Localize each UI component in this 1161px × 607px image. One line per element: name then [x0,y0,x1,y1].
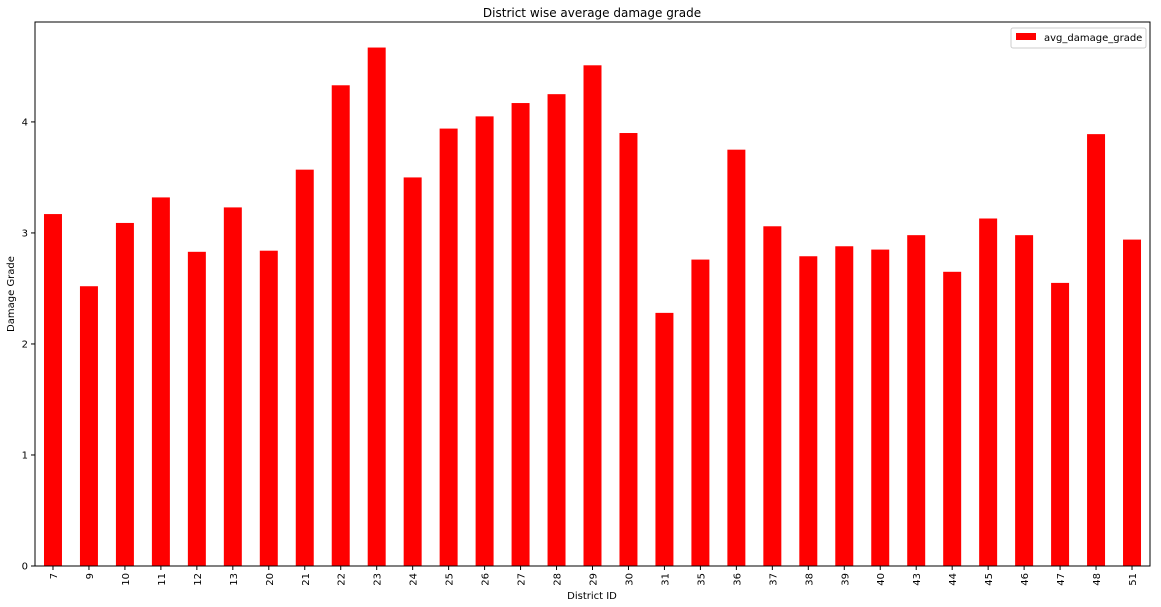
bar-38 [799,256,818,566]
x-axis-ticks: 7 9 10 11 12 13 20 21 22 23 24 25 26 27 28 29 30 31 35 36 37… [49,566,1139,586]
x-tick-label: 46 [1020,573,1031,586]
bar-7 [43,214,62,566]
legend-label: avg_damage_grade [1044,33,1142,44]
x-tick-label: 38 [804,573,815,586]
x-tick-label: 27 [517,573,528,586]
x-tick-label: 9 [85,573,96,579]
bar-46 [1015,235,1034,566]
bar-22 [331,85,350,567]
bar-25 [439,128,458,566]
x-tick-label: 51 [1128,573,1139,586]
y-tick-label: 2 [22,339,28,350]
bar-10 [115,222,134,566]
x-tick-label: 44 [948,573,959,586]
bar-30 [619,133,638,567]
bar-37 [763,226,782,566]
y-tick-label: 3 [22,228,28,239]
x-tick-label: 23 [373,573,384,586]
x-tick-label: 12 [193,573,204,586]
bar-20 [259,250,278,567]
bar-48 [1087,134,1106,566]
bar-43 [907,235,926,566]
y-axis-label: Damage Grade [6,256,17,332]
bar-24 [403,177,422,566]
x-tick-label: 10 [121,573,132,586]
bar-44 [943,271,962,566]
x-tick-label: 7 [49,573,60,579]
x-tick-label: 13 [229,573,240,586]
x-tick-label: 36 [732,573,743,586]
x-tick-label: 11 [157,573,168,586]
bar-12 [187,251,206,566]
x-tick-label: 43 [912,573,923,586]
bar-51 [1123,239,1142,566]
x-tick-label: 25 [445,573,456,586]
legend-box [1010,27,1147,49]
bar-21 [295,169,314,566]
x-tick-label: 35 [696,573,707,586]
x-tick-label: 22 [337,573,348,586]
x-tick-label: 47 [1056,573,1067,586]
x-tick-label: 39 [840,573,851,586]
bar-36 [727,149,746,566]
x-tick-label: 40 [876,573,887,586]
bar-11 [151,197,170,567]
y-tick-label: 1 [22,450,28,461]
chart-title: District wise average damage grade [483,6,701,20]
x-tick-label: 21 [301,573,312,586]
bar-26 [475,116,494,567]
x-tick-label: 45 [984,573,995,586]
bars-group [43,47,1142,567]
x-tick-label: 48 [1092,573,1103,586]
y-axis-ticks: 0 1 2 3 4 [22,117,35,573]
bar-40 [871,249,890,566]
bar-23 [367,47,386,567]
x-tick-label: 30 [624,573,635,586]
legend-swatch [1016,33,1036,40]
bar-39 [835,246,854,566]
x-tick-label: 20 [265,573,276,586]
bar-35 [691,259,710,566]
y-tick-label: 4 [22,117,28,128]
x-axis-label: District ID [567,591,617,602]
x-tick-label: 29 [589,573,600,586]
bar-45 [979,218,998,567]
bar-47 [1051,282,1070,566]
bar-31 [655,312,674,566]
bar-27 [511,103,530,567]
y-tick-label: 0 [22,562,28,573]
plot-frame [34,21,1151,567]
bar-13 [223,207,242,566]
x-tick-label: 28 [553,573,564,586]
bar-29 [583,65,602,566]
x-tick-label: 31 [660,573,671,586]
legend: avg_damage_grade [1010,27,1147,49]
x-tick-label: 37 [768,573,779,586]
x-tick-label: 24 [409,573,420,586]
bar-9 [79,286,98,566]
x-tick-label: 26 [481,573,492,586]
bar-28 [547,94,566,566]
